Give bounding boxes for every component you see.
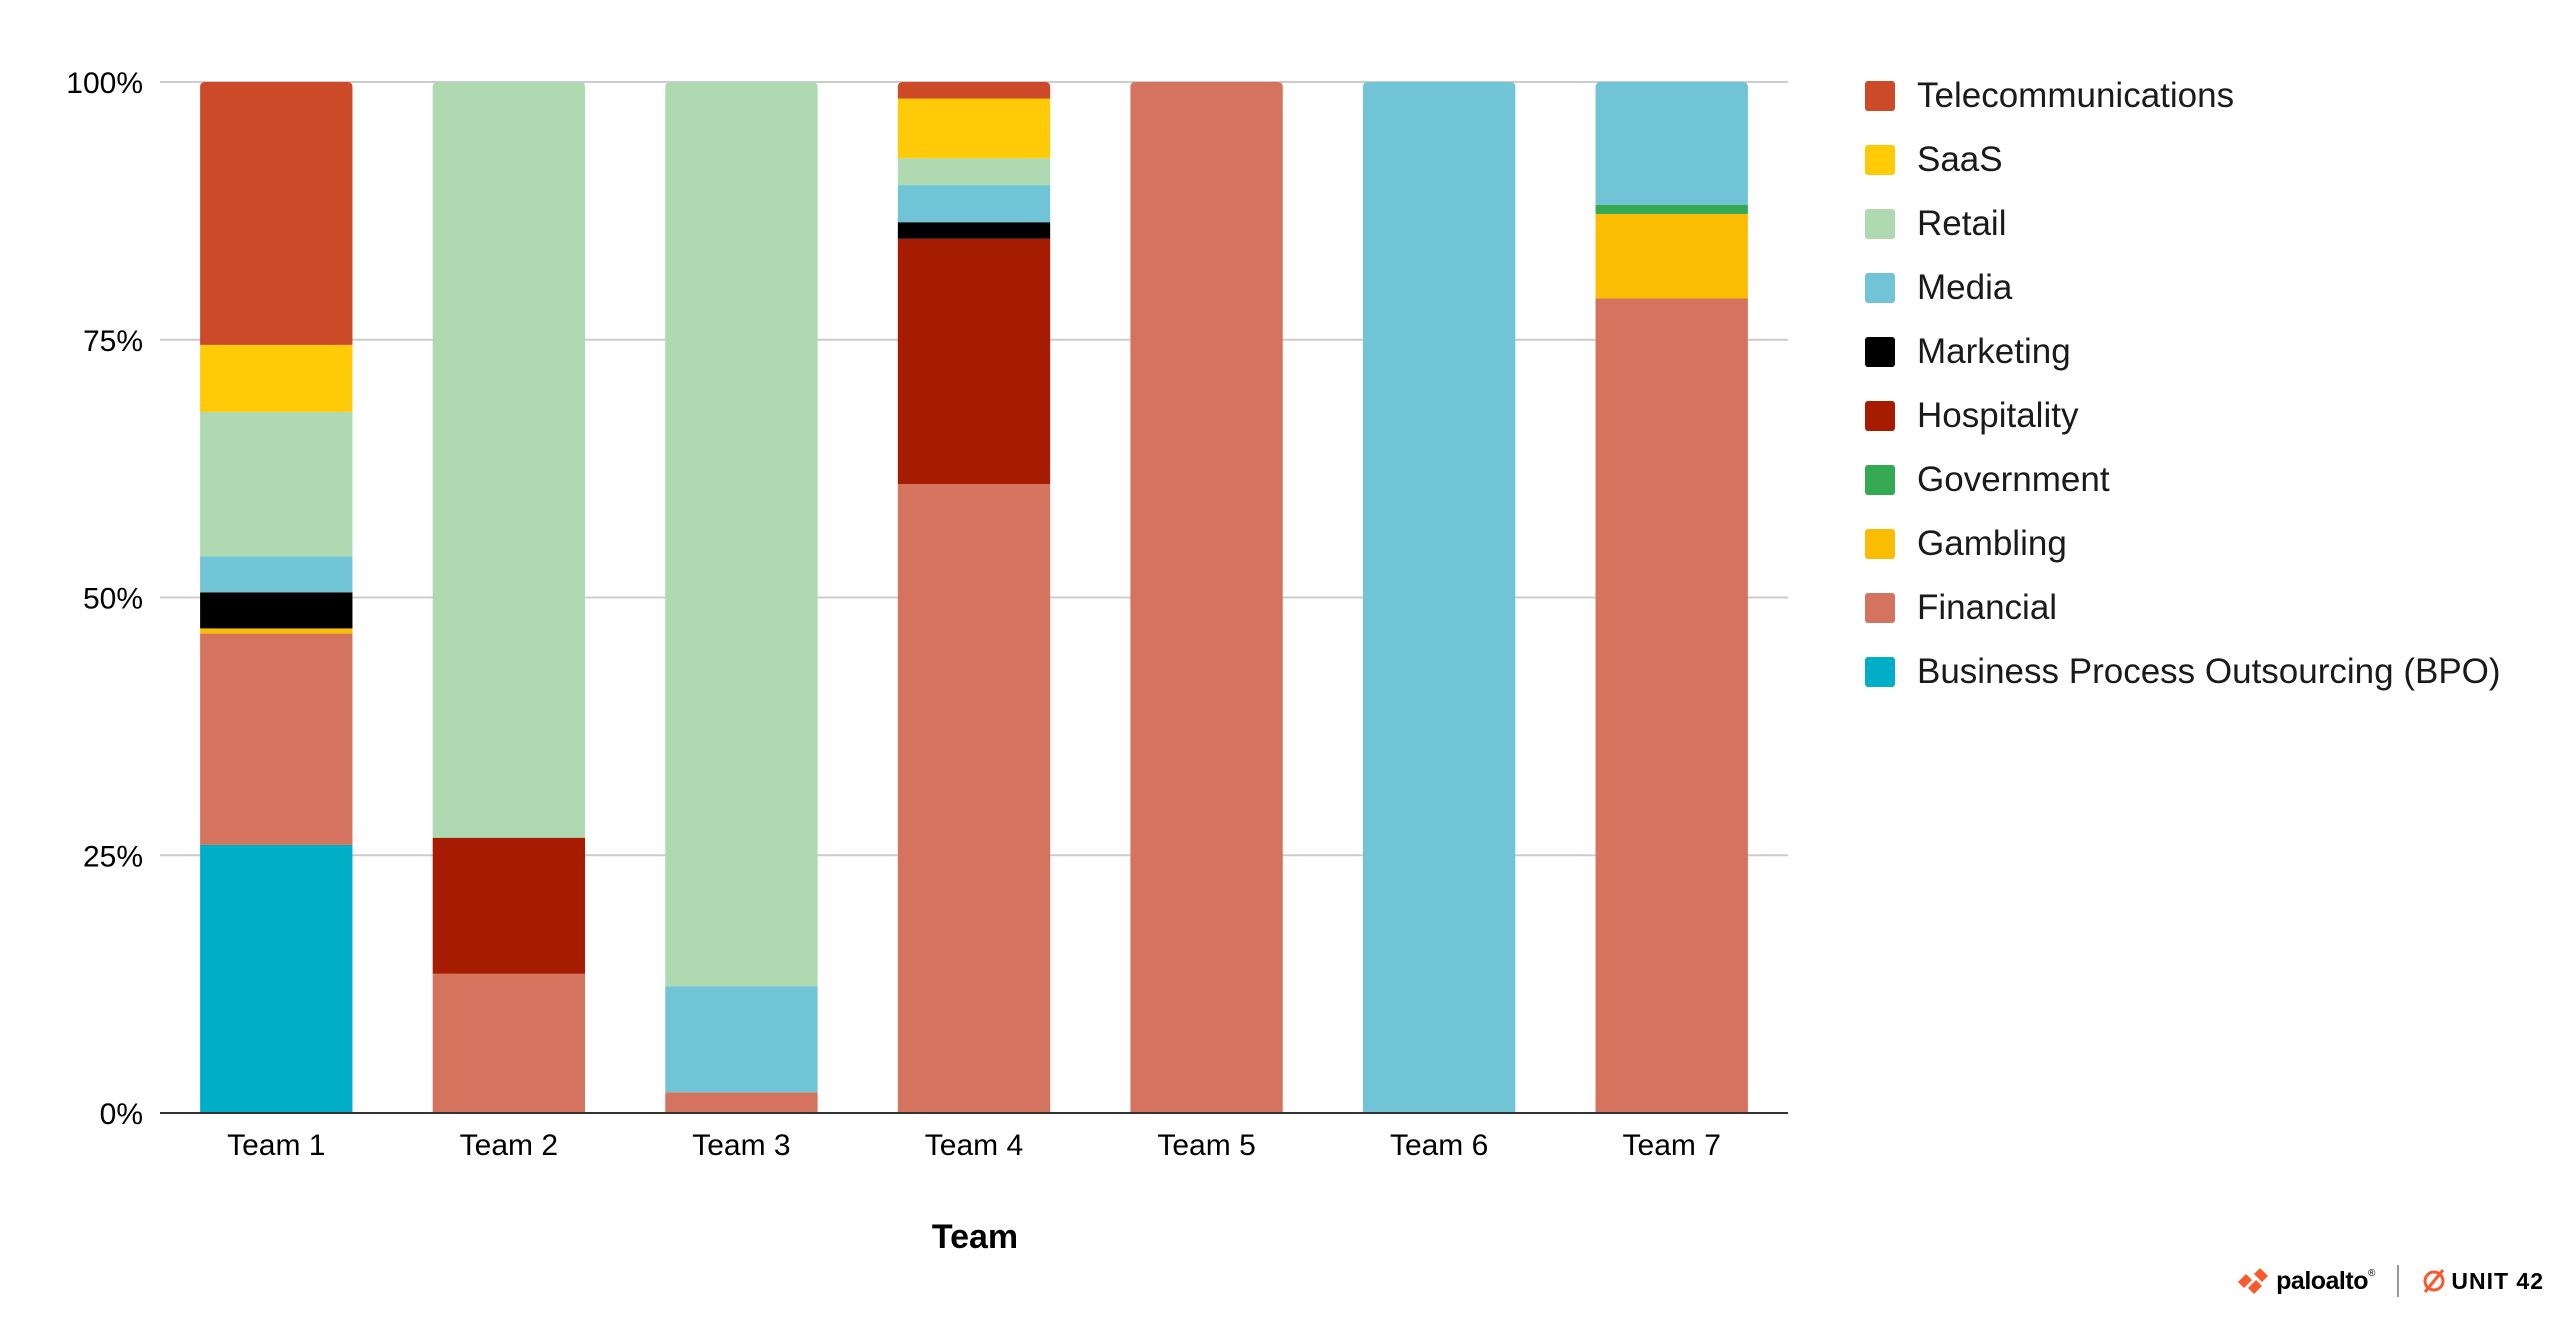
- bar-team-3-media: [665, 986, 818, 1093]
- bar-team-4-marketing: [897, 222, 1051, 239]
- x-axis-title: Team: [932, 1218, 1018, 1256]
- x-tick-label: Team 7: [1623, 1129, 1721, 1162]
- legend-item-marketing: Marketing: [1865, 320, 2555, 384]
- y-tick-label: 0%: [100, 1098, 143, 1131]
- y-tick-label: 25%: [83, 840, 143, 873]
- legend-swatch: [1865, 145, 1895, 175]
- legend-item-hospitality: Hospitality: [1865, 384, 2555, 448]
- logo-divider: [2397, 1265, 2400, 1297]
- bar-team-7-gambling: [1595, 213, 1748, 299]
- registered-mark: ®: [2367, 1267, 2376, 1279]
- bar-team-1-marketing: [200, 592, 353, 629]
- legend-label: Hospitality: [1917, 396, 2079, 435]
- paloalto-wordmark: paloalto: [2276, 1266, 2368, 1295]
- bar-team-1-retail: [200, 411, 353, 557]
- bar-team-3-financial: [665, 1092, 818, 1113]
- legend-label: Government: [1917, 460, 2110, 499]
- bar-team-1-business-process-outsourcing-bpo: [200, 844, 353, 1113]
- legend-swatch: [1865, 657, 1895, 687]
- chart-legend: Telecommunications SaaS Retail Media Marketi…: [1865, 64, 2555, 704]
- legend-label: Gambling: [1917, 524, 2067, 563]
- legend-item-media: Media: [1865, 256, 2555, 320]
- x-tick-label: Team 5: [1157, 1129, 1255, 1162]
- bar-team-3-retail: [665, 82, 818, 987]
- bar-team-7-media: [1595, 82, 1748, 205]
- legend-label: Media: [1917, 268, 2013, 307]
- unit42-wordmark: UNIT 42: [2451, 1267, 2544, 1294]
- bar-team-1-financial: [200, 633, 353, 845]
- x-tick-label: Team 1: [227, 1129, 325, 1162]
- legend-swatch: [1865, 529, 1895, 559]
- y-tick-label: 75%: [83, 325, 143, 358]
- y-tick-label: 50%: [83, 583, 143, 616]
- legend-label: Marketing: [1917, 332, 2071, 371]
- legend-swatch: [1865, 273, 1895, 303]
- legend-item-gambling: Gambling: [1865, 512, 2555, 576]
- x-tick-label: Team 6: [1390, 1129, 1488, 1162]
- legend-swatch: [1865, 401, 1895, 431]
- bar-team-7-financial: [1595, 298, 1748, 1113]
- bar-team-6-media: [1362, 82, 1516, 1113]
- bar-team-2-financial: [432, 973, 586, 1113]
- legend-swatch: [1865, 593, 1895, 623]
- bar-team-1-saas: [200, 344, 353, 412]
- legend-item-business-process-outsourcing-bpo: Business Process Outsourcing (BPO): [1865, 640, 2555, 704]
- bar-team-1-telecommunications: [200, 82, 353, 345]
- bar-team-4-telecommunications: [897, 82, 1051, 99]
- legend-item-telecommunications: Telecommunications: [1865, 64, 2555, 128]
- bar-team-5-financial: [1130, 82, 1283, 1113]
- legend-label: Retail: [1917, 204, 2007, 243]
- bar-team-7-government: [1595, 204, 1748, 214]
- bar-team-4-retail: [897, 158, 1051, 186]
- legend-item-government: Government: [1865, 448, 2555, 512]
- x-tick-label: Team 4: [925, 1129, 1023, 1162]
- legend-swatch: [1865, 465, 1895, 495]
- legend-swatch: [1865, 337, 1895, 367]
- bar-team-2-retail: [432, 82, 586, 838]
- brand-logos: paloalto ® UNIT 42: [2236, 1261, 2544, 1301]
- x-tick-label: Team 2: [460, 1129, 558, 1162]
- legend-label: Financial: [1917, 588, 2058, 627]
- unit42-logo-icon: [2423, 1269, 2445, 1293]
- axes: 0% 25% 50% 75% 100% Team 1 Team 2 Team 3 Team 4 T…: [66, 67, 1788, 1162]
- legend-swatch: [1865, 81, 1895, 111]
- legend-item-retail: Retail: [1865, 192, 2555, 256]
- y-tick-label: 100%: [66, 67, 143, 100]
- bar-team-4-media: [897, 185, 1051, 223]
- bar-team-4-saas: [897, 98, 1051, 159]
- bar-team-1-gambling: [200, 628, 353, 634]
- legend-item-saas: SaaS: [1865, 128, 2555, 192]
- bar-team-2-hospitality: [432, 837, 586, 974]
- legend-swatch: [1865, 209, 1895, 239]
- paloalto-logo-icon: [2238, 1268, 2269, 1294]
- legend-label: Business Process Outsourcing (BPO): [1917, 652, 2501, 691]
- x-tick-label: Team 3: [692, 1129, 790, 1162]
- legend-label: SaaS: [1917, 140, 2003, 179]
- bar-team-4-financial: [897, 484, 1051, 1114]
- bars: [200, 82, 1748, 1114]
- bar-team-1-media: [200, 556, 353, 593]
- bar-team-4-hospitality: [897, 238, 1051, 485]
- legend-item-financial: Financial: [1865, 576, 2555, 640]
- legend-label: Telecommunications: [1917, 76, 2235, 115]
